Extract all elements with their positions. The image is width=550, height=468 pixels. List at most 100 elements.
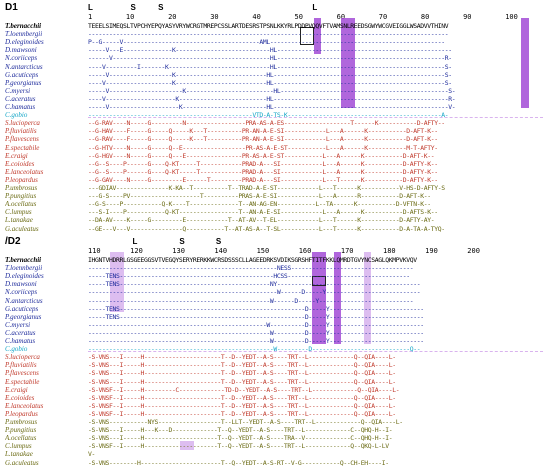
sequence-text: V-	[88, 450, 95, 459]
alignment-row: P.georgianus -----TENS-------------------…	[0, 313, 550, 322]
highlight-column	[180, 441, 194, 450]
species-name: C.myersi	[5, 320, 31, 329]
species-name: D.mawsoni	[5, 46, 37, 55]
highlight-column	[334, 252, 341, 344]
alignment-row: P.pungitius ---G-S----PV-----------------…	[0, 192, 550, 201]
alignment-row: C.lumpus -S-VNSF--I-----H----------------…	[0, 442, 550, 451]
sequence-text: -S-VNS--------H-----------------------T-…	[88, 458, 389, 467]
alignment-row: P.fluviatilis --G-HAV----F-----G-----Q---…	[0, 127, 550, 136]
sequence-text: ----V--------------------K--------------…	[88, 94, 456, 103]
species-name: P.fluviatilis	[5, 127, 37, 136]
species-name: C.lumpus	[5, 442, 32, 451]
species-name: T.loennbergii	[5, 264, 43, 273]
alignment-row: E.spectabile -S-VNS---I-----H------------…	[0, 378, 550, 387]
alignment-row: P.flavescens -S-VNS---I-----H------------…	[0, 369, 550, 378]
alignment-row: G.aculeatus --GE---V---V---------------Q-…	[0, 225, 550, 234]
sequence-text: ----------------------------------------…	[88, 337, 424, 345]
alignment-row: P.leopardus -S-VNSF--I-----H-------------…	[0, 410, 550, 419]
sequence-text: -S-VNS---I-----H----------------------T-…	[88, 369, 396, 378]
position-ruler: 1 10 20 30 40 50 60 70 80 90 100	[88, 13, 518, 21]
alignment-row: E.craigi --G-HGV----N-----G-----Q---E----…	[0, 152, 550, 161]
sequence-text: -S-VNS---I-----H---K---D-------------T--…	[88, 426, 393, 435]
alignment-row: C.gobio ---------------------------------…	[0, 345, 550, 354]
species-name: P.flavescens	[5, 135, 39, 144]
alignment-row: C.hamatus -----V--------------------K----…	[0, 103, 550, 112]
sequence-text: --DA-AV----K-----G---------E------------…	[88, 216, 435, 225]
alignment-row: P.umbrosus -S-VNS-----------NYS----------…	[0, 418, 550, 427]
species-name: S.lucioperca	[5, 119, 40, 128]
panel-label: /D2	[5, 236, 21, 247]
alignment-row: E.spectabile --G-HTV----N-----G-----Q--E-…	[0, 144, 550, 153]
species-name: S.lucioperca	[5, 353, 40, 362]
species-name: P.georgianus	[5, 78, 42, 87]
species-name: E.coioides	[5, 159, 35, 168]
species-name: D.eleginoides	[5, 38, 44, 47]
alignment-row: C.myersi --------------------------------…	[0, 321, 550, 330]
species-name: D.eleginoides	[5, 272, 44, 281]
sequence-text: -S-VNS-----------NYS------------------T-…	[88, 418, 403, 426]
sequence-text: -S-VNSF--I-----H----------------------T-…	[88, 393, 396, 402]
alignment-panel-d1: D1 L S S L 1 10 20 30 40 50 60 70 80 90	[0, 0, 550, 234]
species-name: E.spectabile	[5, 143, 40, 152]
species-name: E.lanceolatus	[5, 401, 44, 410]
sequence-text: -S-VNS---I-----H----------------------T-…	[88, 377, 396, 386]
species-name: E.lanceolatus	[5, 167, 44, 176]
species-name: A.ocellatus	[5, 200, 37, 209]
alignment-row: D.mawsoni -----V---E--------------K------…	[0, 46, 550, 55]
sequence-text: --G-RAV----N-----G---------N------------…	[88, 119, 445, 128]
sequence-text: -----TENS-------------------------------…	[88, 304, 424, 313]
sequence-text: -S-VNSF--I-----H---------C-------------T…	[88, 385, 400, 394]
species-name: E.craigi	[5, 385, 28, 394]
species-name: T.bernacchii	[5, 22, 42, 30]
sequence-text: ----------------------------------------…	[88, 296, 414, 305]
sequence-text: --G-S----P-----------Q-K----T-----------…	[88, 200, 431, 209]
species-name: C.gobio	[5, 111, 28, 120]
sequence-text: ---S-I----P-----------Q-KT--------------…	[88, 208, 438, 217]
sequence-text: --G-HGV----N-----G-----Q---E------------…	[88, 151, 435, 160]
sequence-text: ------V---------------------------------…	[88, 54, 452, 63]
species-name: P.umbrosus	[5, 184, 38, 192]
sequence-text: --G--S----P------G----Q-KT-----T--------…	[88, 159, 438, 168]
alignment-row: T.bernacchii IHGNTVHDRRLGSGEEGGSVTVEGQYSE…	[0, 256, 550, 265]
species-name: P.umbrosus	[5, 418, 38, 426]
highlight-column	[521, 18, 529, 108]
sequence-text: --G-GAV----N-----G---------E------T-----…	[88, 175, 438, 184]
sequence-text: -----V---------------------K------------…	[88, 86, 456, 95]
sequence-text: ----------------------------------------…	[88, 320, 424, 329]
species-name: L.tanakae	[5, 216, 33, 225]
species-name: P.fluviatilis	[5, 361, 37, 370]
sequence-text: -S-VNSF--I-----H----------------------T-…	[88, 401, 396, 410]
species-name: G.aculeatus	[5, 458, 39, 467]
sequence-text: -S-VNSF--I-----H----------------------T-…	[88, 409, 396, 418]
sequence-text: -S-VNS---I-----H----------------------T-…	[88, 353, 396, 362]
alignment-row: C.lumpus ---S-I----P-----------Q-KT------…	[0, 208, 550, 217]
species-name: P.flavescens	[5, 369, 39, 378]
sequence-text: ----------------------------------------…	[88, 345, 421, 354]
sequence-text: -----TENS-------------------------------…	[88, 280, 421, 289]
species-name: C.gobio	[5, 345, 28, 354]
alignment-row: L.tanakae --DA-AV----K-----G---------E---…	[0, 216, 550, 225]
alignment-row: T.bernacchii TEEELSIMEQSLTVPCHYEPQYASYVRY…	[0, 22, 550, 31]
alignment-row: N.antarcticus ----V---------I-------K----…	[0, 63, 550, 72]
species-name: G.acuticeps	[5, 70, 39, 79]
species-name: E.coioides	[5, 393, 35, 402]
species-name: C.hamatus	[5, 103, 36, 111]
alignment-row: E.lanceolatus --G--S----P------G----Q-KT-…	[0, 168, 550, 177]
residue-markers: L S S L	[88, 3, 318, 12]
highlight-column	[110, 252, 124, 312]
species-name: C.hamatus	[5, 337, 36, 345]
alignment-row: E.coioides -S-VNSF--I-----H--------------…	[0, 394, 550, 403]
sequence-text: IHGNTVHDRRLGSGEEGGSVTVEGQYSERYRERKKWCRSD…	[88, 256, 417, 264]
sequence-text: P--G-----V------------------------------…	[88, 38, 445, 47]
species-name: C.aceratus	[5, 94, 36, 103]
species-name: N.coriiceps	[5, 288, 38, 297]
species-name: C.lumpus	[5, 208, 32, 217]
species-name: C.myersi	[5, 86, 31, 95]
species-name: N.antarcticus	[5, 296, 43, 305]
alignment-row: A.ocellatus -S-VNS---I-----H-------------…	[0, 434, 550, 443]
alignment-row: T.loennbergii ---------------------------…	[0, 264, 550, 273]
sequence-text: -----V---E--------------K---------------…	[88, 46, 452, 55]
alignment-row: E.lanceolatus -S-VNSF--I-----H-----------…	[0, 402, 550, 411]
sequence-text: ----------------------------------------…	[88, 328, 424, 337]
sequence-text: ----------------------------------------…	[88, 30, 449, 39]
